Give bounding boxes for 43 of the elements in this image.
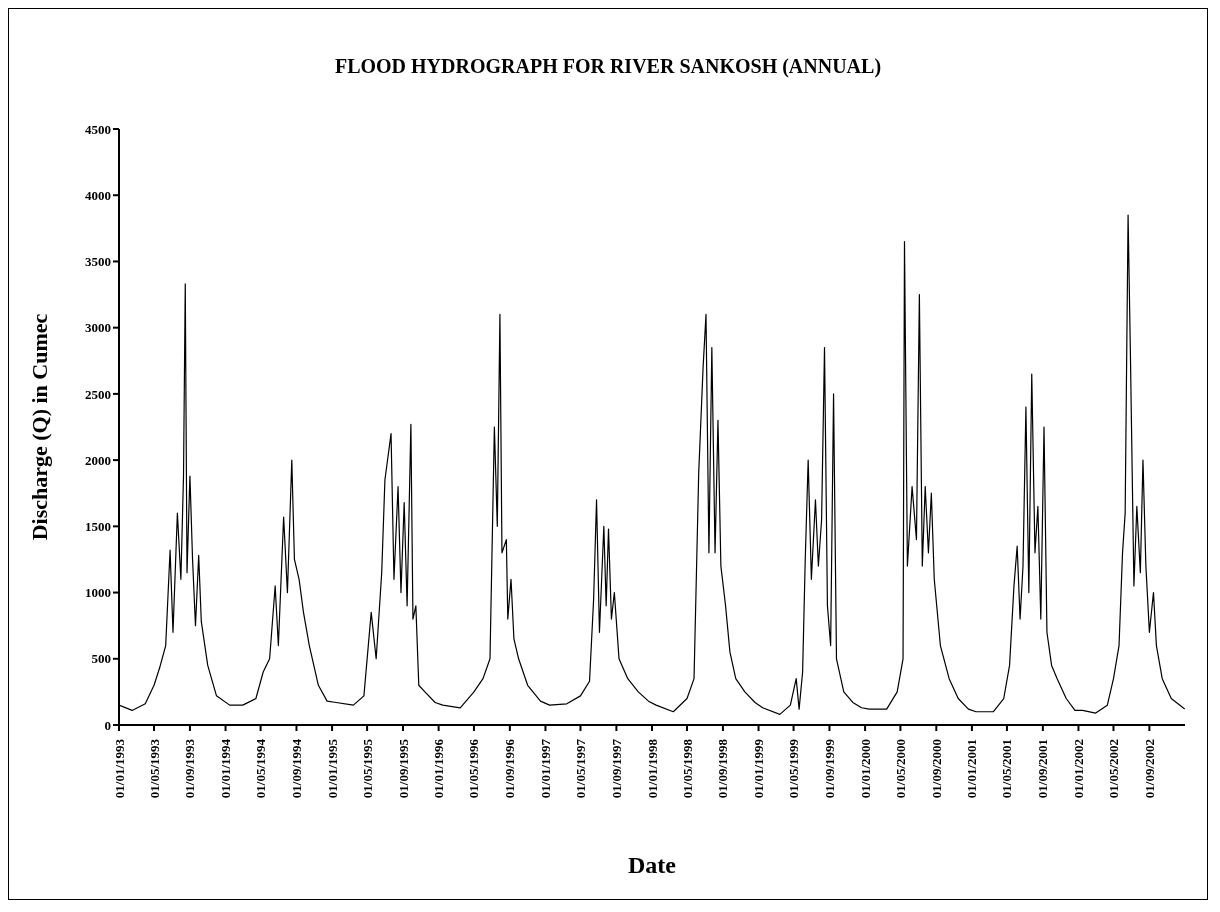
x-axis-title: Date: [628, 852, 677, 878]
y-tick-label: 2000: [85, 452, 111, 468]
x-tick-label: 01/09/2001: [1035, 739, 1051, 799]
x-tick-label: 01/01/1994: [218, 738, 234, 799]
y-tick-label: 0: [104, 717, 111, 733]
x-tick-label: 01/05/1994: [253, 738, 269, 799]
x-tick-label: 01/01/1999: [751, 738, 767, 799]
x-tick-label: 01/09/1993: [182, 738, 198, 799]
x-tick-label: 01/05/1993: [146, 738, 162, 799]
y-tick-label: 1000: [85, 585, 111, 601]
x-tick-label: 01/09/1996: [502, 738, 518, 799]
x-tick-label: 01/09/2000: [928, 739, 944, 799]
x-tick-label: 01/01/2001: [964, 739, 980, 799]
x-tick-label: 01/05/1998: [679, 738, 695, 799]
y-tick-label: 2500: [85, 386, 111, 402]
x-tick-label: 01/05/2001: [999, 739, 1015, 799]
y-tick-label: 3000: [85, 320, 111, 336]
x-tick-label: 01/09/1999: [821, 738, 837, 799]
y-tick-label: 4000: [85, 187, 111, 203]
x-tick-label: 01/01/1997: [537, 738, 553, 799]
x-tick-label: 01/05/1995: [359, 738, 375, 799]
x-tick-label: 01/01/1993: [111, 738, 127, 799]
x-tick-label: 01/09/1994: [288, 738, 304, 799]
y-tick-label: 1500: [85, 518, 111, 534]
x-tick-label: 01/01/1998: [644, 738, 660, 799]
y-tick-label: 4500: [85, 121, 111, 137]
x-tick-label: 01/05/1999: [786, 738, 802, 799]
x-tick-label: 01/09/2002: [1141, 739, 1157, 799]
y-axis-title: Discharge (Q) in Cumec: [26, 313, 52, 541]
x-tick-label: 01/09/1997: [608, 738, 624, 799]
x-tick-label: 01/09/1995: [395, 738, 411, 799]
x-tick-label: 01/01/2002: [1070, 739, 1086, 799]
x-tick-label: 01/01/2000: [857, 739, 873, 799]
y-tick-label: 500: [91, 651, 111, 667]
x-tick-label: 01/05/2000: [892, 739, 908, 799]
x-tick-label: 01/05/1997: [572, 738, 588, 799]
x-tick-label: 01/01/1995: [324, 738, 340, 799]
x-tick-label: 01/09/1998: [715, 738, 731, 799]
x-tick-label: 01/05/2002: [1105, 739, 1121, 799]
x-tick-label: 01/01/1996: [431, 738, 447, 799]
y-tick-label: 3500: [85, 254, 111, 270]
x-tick-label: 01/05/1996: [466, 738, 482, 799]
chart-title: FLOOD HYDROGRAPH FOR RIVER SANKOSH (ANNUAL): [333, 55, 883, 80]
